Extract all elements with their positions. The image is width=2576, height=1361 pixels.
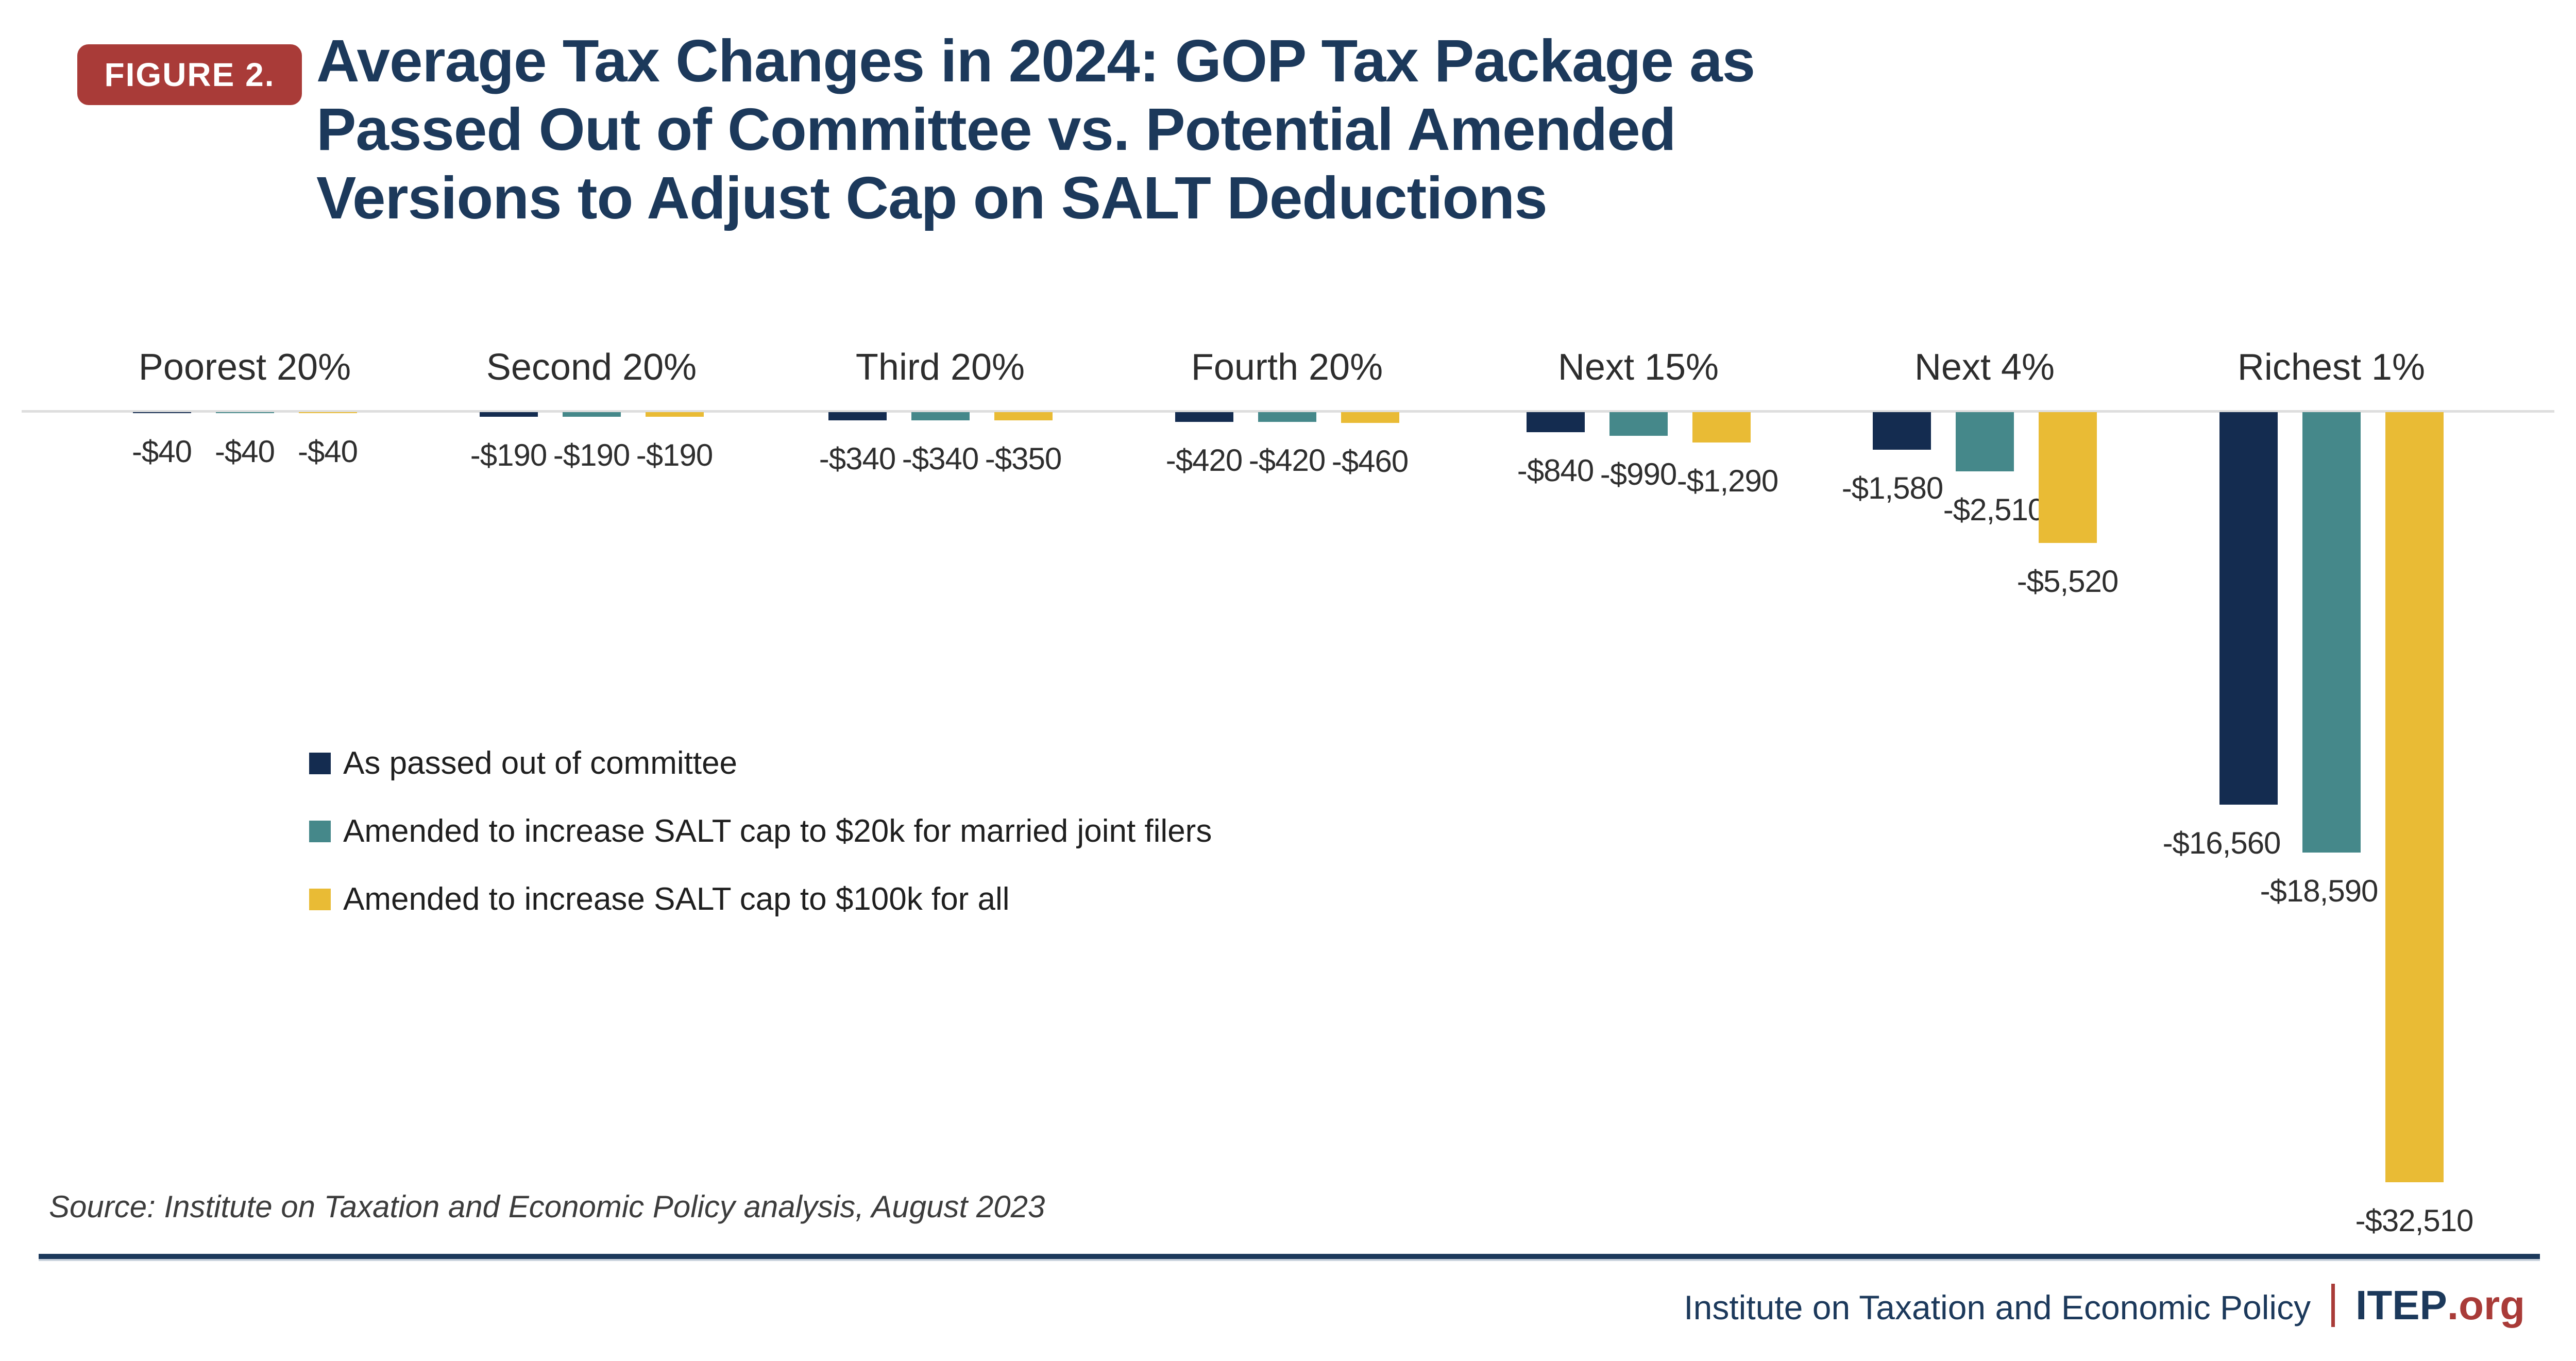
bar (132, 412, 191, 413)
bar (479, 412, 538, 417)
bar (1341, 412, 1399, 423)
legend-label: Amended to increase SALT cap to $20k for… (343, 813, 1212, 849)
bar (1526, 412, 1585, 432)
zero-axis-line (22, 410, 2554, 413)
footer-rule-shadow (39, 1259, 2540, 1261)
category-label: Third 20% (855, 347, 1025, 388)
value-label: -$190 (636, 437, 713, 472)
bar (1692, 412, 1751, 443)
footer-branding: Institute on Taxation and Economic Polic… (1684, 1282, 2525, 1329)
chart-title: Average Tax Changes in 2024: GOP Tax Pac… (316, 27, 2068, 232)
value-label: -$190 (553, 437, 630, 472)
value-label: -$420 (1248, 443, 1326, 478)
bar (562, 412, 621, 417)
footer-rule (39, 1254, 2540, 1259)
value-label: -$1,290 (1676, 464, 1779, 499)
value-label: -$460 (1331, 444, 1409, 479)
footer-brand-itep: ITEP (2355, 1282, 2447, 1328)
legend-swatch-icon (309, 888, 331, 910)
value-label: -$340 (819, 441, 896, 476)
bar (1872, 412, 1931, 450)
value-label: -$340 (902, 441, 979, 476)
bar (2302, 412, 2361, 853)
value-label: -$40 (297, 434, 358, 469)
category-label: Second 20% (486, 347, 697, 388)
value-label: -$1,580 (1841, 470, 1944, 505)
chart-title-line3: Versions to Adjust Cap on SALT Deduction… (316, 164, 1548, 231)
category-label: Richest 1% (2237, 347, 2426, 388)
figure-badge-label: FIGURE 2. (104, 56, 275, 93)
category-label: Fourth 20% (1191, 347, 1383, 388)
bar (2385, 412, 2444, 1183)
chart-title-line1: Average Tax Changes in 2024: GOP Tax Pac… (316, 27, 1755, 94)
figure-badge: FIGURE 2. (77, 44, 302, 105)
value-label: -$40 (214, 434, 275, 469)
bar (298, 412, 357, 413)
value-label: -$2,510 (1943, 492, 2045, 528)
legend-item: As passed out of committee (309, 745, 737, 781)
bar (1258, 412, 1316, 422)
bar (994, 412, 1053, 421)
legend-swatch-icon (309, 820, 331, 842)
footer-org-name: Institute on Taxation and Economic Polic… (1684, 1288, 2311, 1326)
bar (1175, 412, 1233, 422)
value-label: -$40 (131, 434, 192, 469)
category-label: Next 4% (1914, 347, 2055, 388)
bar (911, 412, 970, 420)
value-label: -$840 (1517, 453, 1594, 488)
footer-brand-org-suffix: .org (2447, 1282, 2525, 1328)
legend-item: Amended to increase SALT cap to $100k fo… (309, 881, 1010, 917)
value-label: -$190 (470, 437, 547, 472)
footer-divider (2331, 1284, 2335, 1327)
value-label: -$18,590 (2260, 874, 2379, 909)
value-label: -$16,560 (2162, 825, 2281, 860)
category-label: Next 15% (1557, 347, 1719, 388)
legend-swatch-icon (309, 752, 331, 774)
value-label: -$350 (985, 441, 1062, 477)
chart-title-line2: Passed Out of Committee vs. Potential Am… (316, 96, 1676, 163)
legend-label: As passed out of committee (343, 745, 738, 781)
bar (2038, 412, 2097, 543)
value-label: -$420 (1165, 443, 1243, 478)
legend-item: Amended to increase SALT cap to $20k for… (309, 813, 1212, 849)
bar (1955, 412, 2014, 472)
value-label: -$32,510 (2355, 1203, 2474, 1238)
bar (828, 412, 887, 420)
bar (2219, 412, 2278, 805)
value-label: -$990 (1600, 456, 1677, 491)
bar (215, 412, 274, 413)
source-note: Source: Institute on Taxation and Econom… (49, 1189, 1045, 1224)
bar (645, 412, 704, 417)
bar (1609, 412, 1668, 436)
legend-label: Amended to increase SALT cap to $100k fo… (343, 881, 1010, 917)
value-label: -$5,520 (2016, 564, 2119, 599)
category-label: Poorest 20% (138, 347, 351, 388)
